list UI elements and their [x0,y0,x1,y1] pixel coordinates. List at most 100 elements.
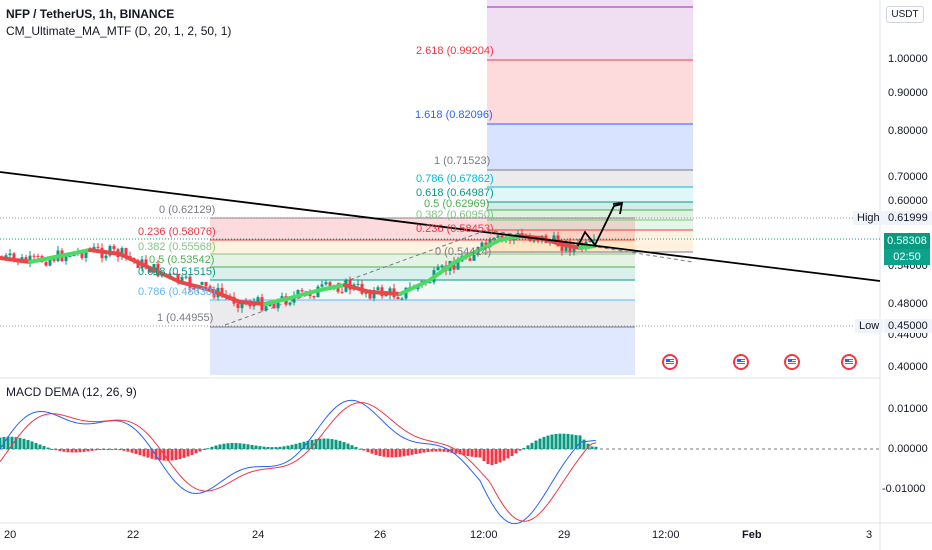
currency-selector[interactable]: USDT [886,6,924,23]
macd-bar [290,444,294,449]
macd-bar [302,441,306,449]
macd-bar [106,449,110,450]
candle-body [340,291,344,293]
fib-left-label: 0.618 (0.51515) [138,266,216,278]
macd-bar [90,449,94,451]
time-tick: Feb [742,529,762,541]
candle-body [536,240,540,242]
candle-body [92,246,96,250]
candle-body [428,282,432,284]
time-tick: 12:00 [652,529,680,541]
fib-left-label: 0.5 (0.53542) [149,254,215,266]
macd-bar [574,435,578,449]
macd-bar [270,447,274,449]
macd-bar [390,449,394,458]
macd-bar [370,449,374,454]
macd-title: MACD DEMA (12, 26, 9) [6,385,137,399]
candle-body [452,260,456,270]
macd-bar [306,440,310,449]
macd-bar [178,449,182,460]
candle-body [532,240,536,242]
macd-bar [98,449,102,450]
projection-arrow[interactable] [577,201,624,247]
us-flag-icon[interactable] [841,354,857,370]
candle-body [236,303,240,309]
candle-body [280,296,284,300]
candle-body [336,287,340,292]
candle-body [376,287,380,290]
macd-bar [174,449,178,460]
fib-trend-guide[interactable] [224,229,488,326]
macd-bar [34,442,38,449]
macd-bar [454,449,458,454]
candle-body [384,294,388,297]
us-flag-icon[interactable] [733,354,749,370]
high-label: High [853,211,884,225]
candle-body [80,251,84,258]
macd-bar [506,449,510,459]
fib-retracement-left[interactable] [210,217,635,375]
symbol-title: NFP / TetherUS, 1h, BINANCE [6,7,175,21]
fib-right-label: 2.618 (0.99204) [416,45,494,57]
macd-bar [118,449,122,451]
macd-bar [326,438,330,449]
fib-right-label: 1 (0.71523) [434,155,491,167]
macd-bar [26,440,30,449]
macd-bar [126,449,130,452]
macd-legend[interactable]: MACD DEMA (12, 26, 9) [6,385,137,399]
macd-bar [14,437,18,449]
candle-body [120,248,124,258]
candle-body [456,261,460,270]
ma-segment [288,288,322,300]
macd-bar [254,445,258,449]
macd-bar [418,449,422,454]
macd-bar [286,445,290,449]
macd-bar [0,437,2,449]
us-flag-icon[interactable] [784,354,800,370]
macd-histogram[interactable] [0,433,598,466]
macd-bar [218,444,222,449]
trendline[interactable] [0,171,881,282]
macd-bar [206,448,210,450]
macd-bar [318,438,322,449]
us-flag-icon[interactable] [662,354,678,370]
candle-body [148,268,152,273]
macd-bar [258,446,262,449]
price-tick: 0.70000 [888,171,928,183]
macd-bar [262,446,266,449]
macd-bar [62,449,66,452]
candle-body [4,255,8,259]
macd-bar [382,449,386,457]
macd-bar [198,449,202,452]
candle-body [172,273,176,275]
macd-bar [594,446,598,449]
current-price-tag: 0.58308 [884,233,930,249]
candle-body [256,297,260,303]
macd-bar [94,449,98,451]
macd-bar [230,442,234,449]
candle-body [436,267,440,271]
macd-bar [466,449,470,457]
symbol-legend[interactable]: NFP / TetherUS, 1h, BINANCE [6,7,174,21]
macd-bar [294,443,298,449]
ma-segment [208,288,242,304]
fib-extension-right[interactable] [487,0,693,253]
indicator-legend[interactable]: CM_Ultimate_MA_MTF (D, 20, 1, 2, 50, 1) [6,24,231,38]
macd-bar [314,439,318,449]
macd-lines[interactable] [0,399,597,525]
macd-bar [550,434,554,449]
time-tick: 3 [866,529,873,541]
macd-bar [30,441,34,449]
time-tick: 26 [374,529,387,541]
candle-body [84,250,88,258]
candle-body [288,302,292,305]
fib-right-label: 0 (0.54414) [435,246,492,258]
candle-body [168,273,172,276]
macd-bar [70,449,74,453]
macd-bar [6,436,10,449]
macd-bar [234,443,238,449]
candle-body [52,258,56,262]
macd-bar [526,445,530,449]
macd-bar [250,444,254,449]
